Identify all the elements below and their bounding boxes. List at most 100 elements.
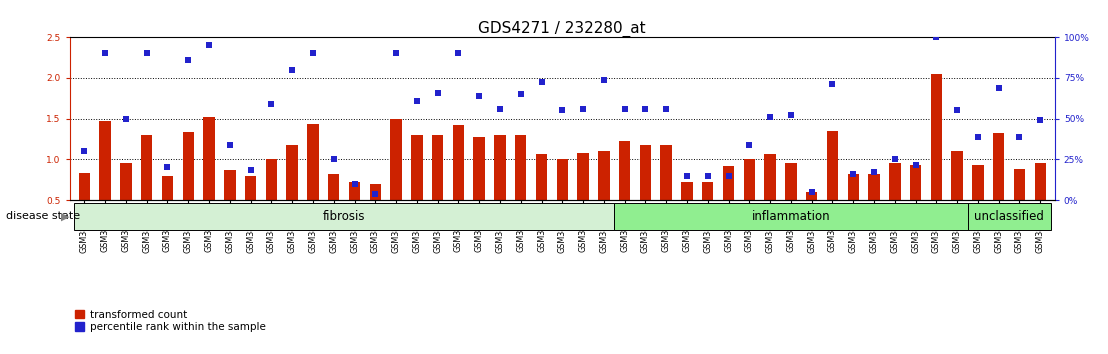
Bar (390, 119, 402, 200)
FancyBboxPatch shape (967, 203, 1050, 230)
Point (782, 112, 800, 118)
Bar (453, 125, 464, 200)
Point (284, 67, 301, 73)
Point (304, 51, 321, 56)
Bar (972, 165, 984, 200)
Point (367, 192, 384, 197)
Point (970, 134, 987, 139)
Point (927, 34, 945, 40)
Bar (1014, 169, 1025, 200)
Point (512, 91, 530, 97)
Bar (328, 174, 339, 200)
Point (533, 79, 551, 85)
Point (574, 106, 592, 112)
Bar (266, 159, 277, 200)
Point (844, 171, 862, 177)
Text: fibrosis: fibrosis (322, 210, 366, 223)
Point (1010, 135, 1028, 140)
Bar (848, 174, 859, 200)
Point (595, 78, 613, 83)
Point (678, 173, 696, 178)
Bar (100, 121, 111, 200)
Point (201, 42, 218, 48)
Text: unclassified: unclassified (974, 210, 1044, 223)
Bar (993, 133, 1005, 200)
Bar (743, 159, 755, 200)
Bar (660, 145, 671, 200)
Bar (473, 137, 485, 200)
Point (158, 165, 176, 170)
Point (450, 51, 468, 56)
Point (554, 108, 572, 113)
FancyBboxPatch shape (74, 203, 614, 230)
Legend: transformed count, percentile rank within the sample: transformed count, percentile rank withi… (75, 310, 266, 332)
Point (720, 173, 738, 178)
Bar (702, 182, 714, 200)
Bar (765, 154, 776, 200)
Point (491, 106, 509, 112)
Point (117, 116, 135, 121)
Text: inflammation: inflammation (751, 210, 830, 223)
Bar (162, 176, 173, 200)
Point (803, 189, 821, 195)
Bar (827, 131, 838, 200)
Bar (931, 74, 942, 200)
Point (470, 93, 488, 99)
FancyBboxPatch shape (614, 203, 967, 230)
Bar (598, 151, 609, 200)
Point (948, 108, 966, 113)
Bar (224, 170, 236, 200)
Bar (432, 135, 443, 200)
Bar (869, 174, 880, 200)
Bar (183, 132, 194, 200)
Point (740, 143, 758, 148)
Point (325, 156, 342, 162)
Bar (952, 151, 963, 200)
Bar (681, 182, 692, 200)
Bar (556, 159, 568, 200)
Point (408, 98, 425, 103)
Bar (141, 135, 153, 200)
Bar (79, 173, 90, 200)
Point (220, 143, 238, 148)
Point (886, 156, 904, 162)
Bar (639, 145, 652, 200)
Bar (577, 153, 588, 200)
Point (242, 167, 259, 173)
Text: disease state: disease state (6, 211, 80, 221)
Bar (786, 164, 797, 200)
Bar (806, 192, 818, 200)
Bar (910, 165, 921, 200)
Bar (245, 176, 256, 200)
Point (179, 57, 197, 63)
Point (96, 51, 114, 56)
Point (1032, 118, 1049, 123)
Title: GDS4271 / 232280_at: GDS4271 / 232280_at (479, 21, 646, 37)
Point (989, 86, 1007, 91)
Bar (536, 154, 547, 200)
Point (699, 173, 717, 178)
Bar (370, 184, 381, 200)
Bar (307, 124, 319, 200)
Bar (120, 164, 132, 200)
Point (387, 51, 404, 56)
Point (75, 148, 93, 154)
Point (346, 181, 363, 187)
Point (761, 114, 779, 120)
Point (137, 51, 155, 56)
Bar (204, 117, 215, 200)
Point (657, 106, 675, 112)
Bar (619, 141, 630, 200)
Point (906, 162, 924, 168)
Point (429, 90, 447, 95)
Bar (722, 166, 735, 200)
Bar (889, 164, 901, 200)
Bar (494, 135, 505, 200)
Point (263, 101, 280, 107)
Point (823, 81, 841, 87)
Bar (515, 135, 526, 200)
Bar (411, 135, 422, 200)
Point (616, 106, 634, 112)
Bar (287, 145, 298, 200)
Bar (1035, 164, 1046, 200)
